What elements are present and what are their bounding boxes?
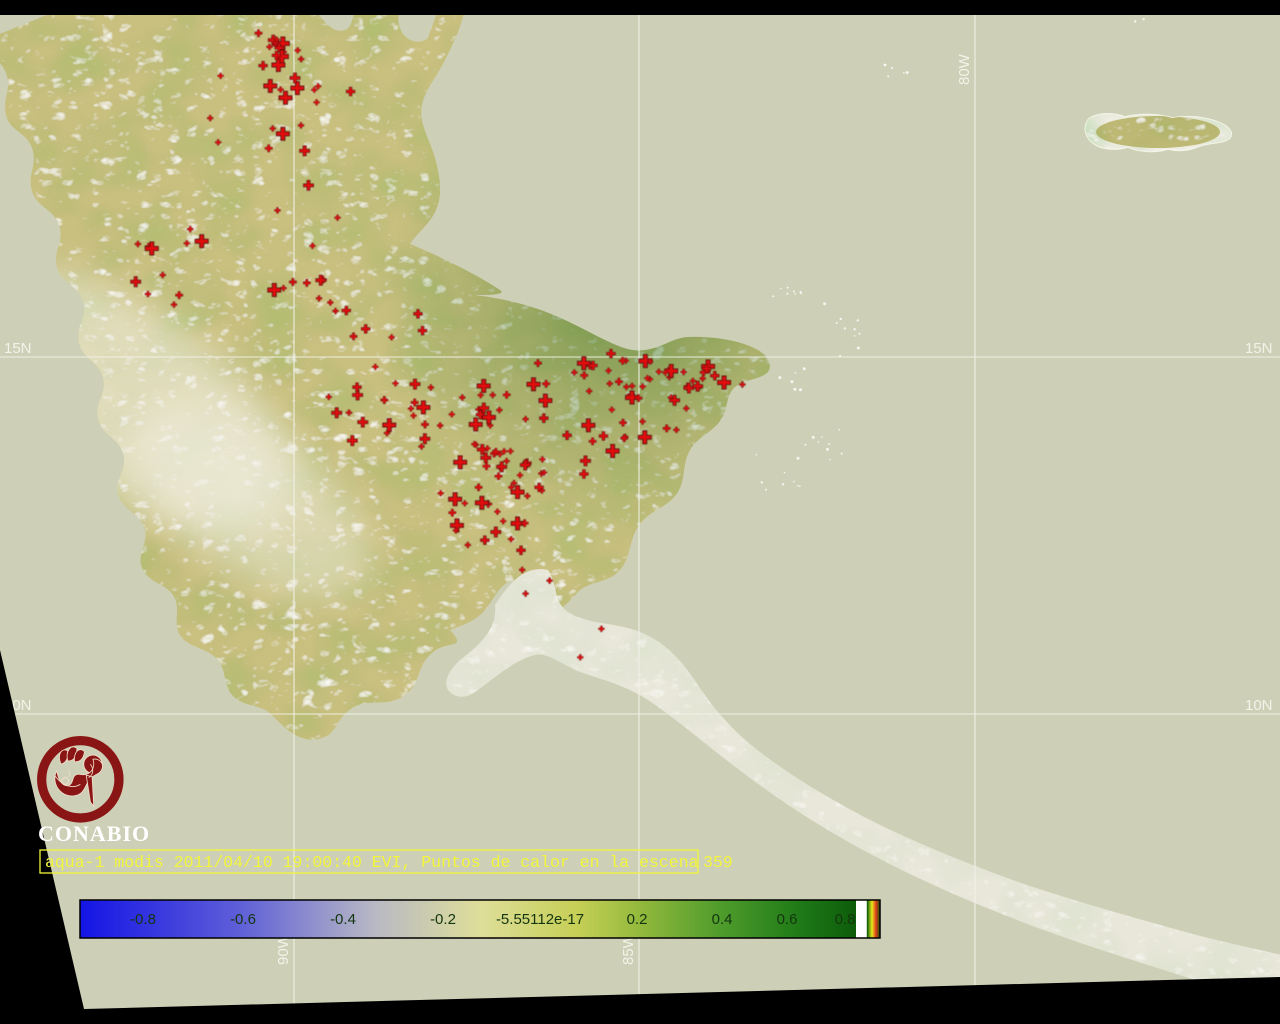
svg-text:0.2: 0.2 xyxy=(627,911,648,928)
svg-text:-5.55112e-17: -5.55112e-17 xyxy=(496,911,584,928)
svg-text:-0.8: -0.8 xyxy=(130,911,156,928)
svg-text:-0.4: -0.4 xyxy=(330,911,356,928)
svg-text:CONABIO: CONABIO xyxy=(38,821,150,846)
svg-text:359: 359 xyxy=(703,853,733,872)
svg-text:aqua-1 modis 2011/04/10 19:00:: aqua-1 modis 2011/04/10 19:00:40 EVI, Pu… xyxy=(45,853,699,872)
svg-text:0.4: 0.4 xyxy=(712,911,733,928)
svg-text:80W: 80W xyxy=(956,53,973,85)
svg-text:10N: 10N xyxy=(1245,697,1273,714)
svg-text:0.6: 0.6 xyxy=(777,911,798,928)
svg-text:-0.2: -0.2 xyxy=(430,911,456,928)
svg-text:-0.6: -0.6 xyxy=(230,911,256,928)
svg-text:15N: 15N xyxy=(1245,340,1273,357)
svg-text:0.8: 0.8 xyxy=(835,911,856,928)
svg-text:15N: 15N xyxy=(4,340,32,357)
